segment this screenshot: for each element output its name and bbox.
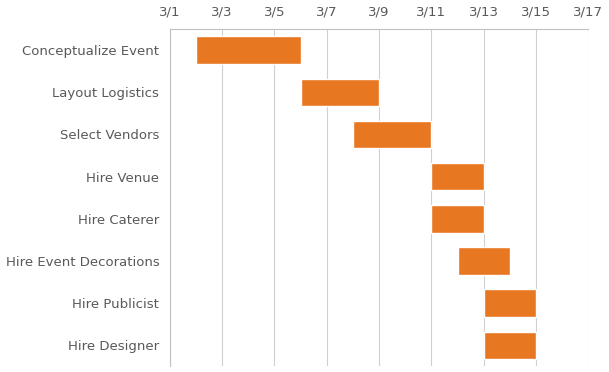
- Bar: [196, 36, 301, 64]
- Bar: [457, 247, 510, 275]
- Bar: [301, 78, 379, 106]
- Bar: [431, 163, 484, 190]
- Bar: [431, 205, 484, 232]
- Bar: [353, 121, 431, 148]
- Bar: [484, 332, 536, 359]
- Bar: [484, 289, 536, 317]
